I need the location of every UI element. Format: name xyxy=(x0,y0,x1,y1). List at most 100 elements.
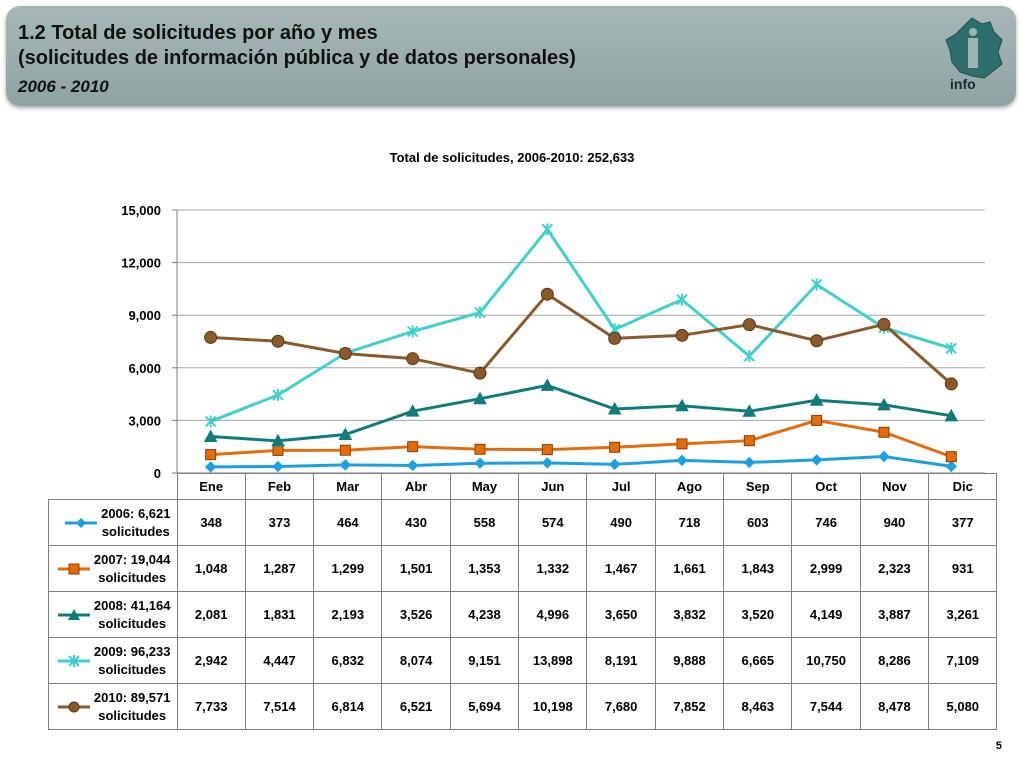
data-label: 10,198 xyxy=(518,683,588,730)
data-label: 8,191 xyxy=(586,637,656,684)
data-point xyxy=(810,278,823,291)
data-point xyxy=(271,433,285,447)
series-name: 2006: 6,621 xyxy=(101,505,171,521)
x-tick-label: Sep xyxy=(723,473,793,500)
data-point xyxy=(204,330,218,344)
data-label: 603 xyxy=(723,499,793,546)
table-row: 2008: 41,164 solicitudes 2,081 1,831 2,193 3,… xyxy=(48,591,998,638)
x-tick-label: Feb xyxy=(244,473,315,500)
data-point xyxy=(272,444,284,456)
data-label: 1,661 xyxy=(654,545,725,592)
x-tick-label: Dic xyxy=(928,473,998,500)
data-point xyxy=(945,451,957,463)
series-line xyxy=(210,227,952,423)
legend-entry: 2007: 19,044 solicitudes xyxy=(48,545,178,592)
data-point xyxy=(944,408,959,422)
legend-label: 2006: 6,621 solicitudes xyxy=(101,505,170,541)
series-line xyxy=(210,455,952,469)
legend-label: 2008: 41,164 solicitudes xyxy=(94,597,171,633)
data-label: 9,151 xyxy=(449,637,520,684)
data-label: 6,521 xyxy=(381,683,451,730)
data-label: 377 xyxy=(928,499,998,546)
data-table-header-row: Ene Feb Mar Abr May Jun Jul Ago Sep Oct Nov Dic xyxy=(48,473,998,500)
series-name-line2: solicitudes xyxy=(98,569,167,585)
series-name-line2: solicitudes xyxy=(98,615,167,631)
data-label: 7,544 xyxy=(791,683,861,730)
data-point xyxy=(743,435,755,447)
table-row: 2007: 19,044 solicitudes 1,048 1,287 1,299 1,… xyxy=(48,545,998,592)
data-label: 2,193 xyxy=(313,591,383,638)
data-label: 931 xyxy=(928,545,998,592)
data-point xyxy=(406,352,420,366)
data-point xyxy=(205,449,217,461)
legend-entry: 2009: 96,233 solicitudes xyxy=(48,637,178,684)
series-name: 2008: 41,164 xyxy=(93,597,171,613)
slide-header: 1.2 Total de solicitudes por año y mes (… xyxy=(6,6,1016,106)
data-point xyxy=(405,404,420,417)
y-tick-label: 12,000 xyxy=(121,256,161,271)
data-point xyxy=(676,438,688,450)
data-label: 9,888 xyxy=(654,637,725,684)
data-point xyxy=(944,377,958,391)
legend-triangle-icon xyxy=(57,608,90,620)
data-point xyxy=(810,334,824,348)
data-label: 7,514 xyxy=(244,683,315,730)
data-label: 5,694 xyxy=(449,683,520,730)
table-row: 2006: 6,621 solicitudes 348 373 464 430 558 574… xyxy=(48,499,998,546)
x-tick-label: May xyxy=(449,473,520,500)
slide-title-line2: (solicitudes de información pública y de… xyxy=(18,47,576,69)
data-point xyxy=(473,366,487,380)
legend-star-icon xyxy=(57,654,90,667)
data-label: 1,299 xyxy=(313,545,383,592)
legend-label: 2010: 89,571 solicitudes xyxy=(94,689,171,725)
series-line xyxy=(210,418,952,459)
x-tick-label: Ago xyxy=(654,473,725,500)
data-point xyxy=(810,454,823,466)
data-label: 4,149 xyxy=(791,591,861,638)
x-tick-label: Mar xyxy=(313,473,383,500)
y-tick-label: 6,000 xyxy=(128,361,161,376)
data-table: Ene Feb Mar Abr May Jun Jul Ago Sep Oct Nov Dic 200… xyxy=(48,473,998,730)
data-point xyxy=(204,415,217,428)
legend-circle-icon xyxy=(57,701,90,712)
data-point xyxy=(742,318,756,332)
data-point xyxy=(675,398,689,412)
series-name-line2: solicitudes xyxy=(101,523,170,539)
data-point xyxy=(203,429,218,443)
table-corner xyxy=(48,473,178,500)
data-label: 8,478 xyxy=(859,683,930,730)
x-tick-label: Jun xyxy=(518,473,588,500)
data-label: 1,353 xyxy=(449,545,520,592)
data-label: 1,501 xyxy=(381,545,451,592)
data-point xyxy=(474,457,486,469)
data-label: 1,332 xyxy=(518,545,588,592)
slide-subtitle: 2006 - 2010 xyxy=(18,77,109,96)
data-label: 2,999 xyxy=(791,545,861,592)
data-point xyxy=(743,350,756,363)
data-point xyxy=(811,414,823,426)
data-label: 8,074 xyxy=(381,637,451,684)
data-label: 490 xyxy=(586,499,656,546)
data-label: 430 xyxy=(381,499,451,546)
data-label: 2,323 xyxy=(859,545,930,592)
data-label: 6,814 xyxy=(313,683,383,730)
data-point xyxy=(339,459,352,471)
data-point xyxy=(607,401,622,415)
y-tick-label: 15,000 xyxy=(121,203,161,218)
data-label: 2,942 xyxy=(176,637,246,684)
data-label: 8,286 xyxy=(859,637,930,684)
data-label: 1,287 xyxy=(244,545,315,592)
x-tick-label: Abr xyxy=(381,473,451,500)
data-label: 5,080 xyxy=(928,683,998,730)
data-label: 1,843 xyxy=(723,545,793,592)
data-point xyxy=(541,457,554,469)
data-label: 6,665 xyxy=(723,637,793,684)
y-tick-label: 9,000 xyxy=(128,308,161,323)
data-label: 10,750 xyxy=(791,637,861,684)
series-name: 2009: 96,233 xyxy=(93,643,171,659)
series-line xyxy=(210,292,953,386)
chart-title: Total de solicitudes, 2006-2010: 252,633 xyxy=(389,150,635,165)
data-label: 3,650 xyxy=(586,591,656,638)
data-point xyxy=(406,325,419,338)
